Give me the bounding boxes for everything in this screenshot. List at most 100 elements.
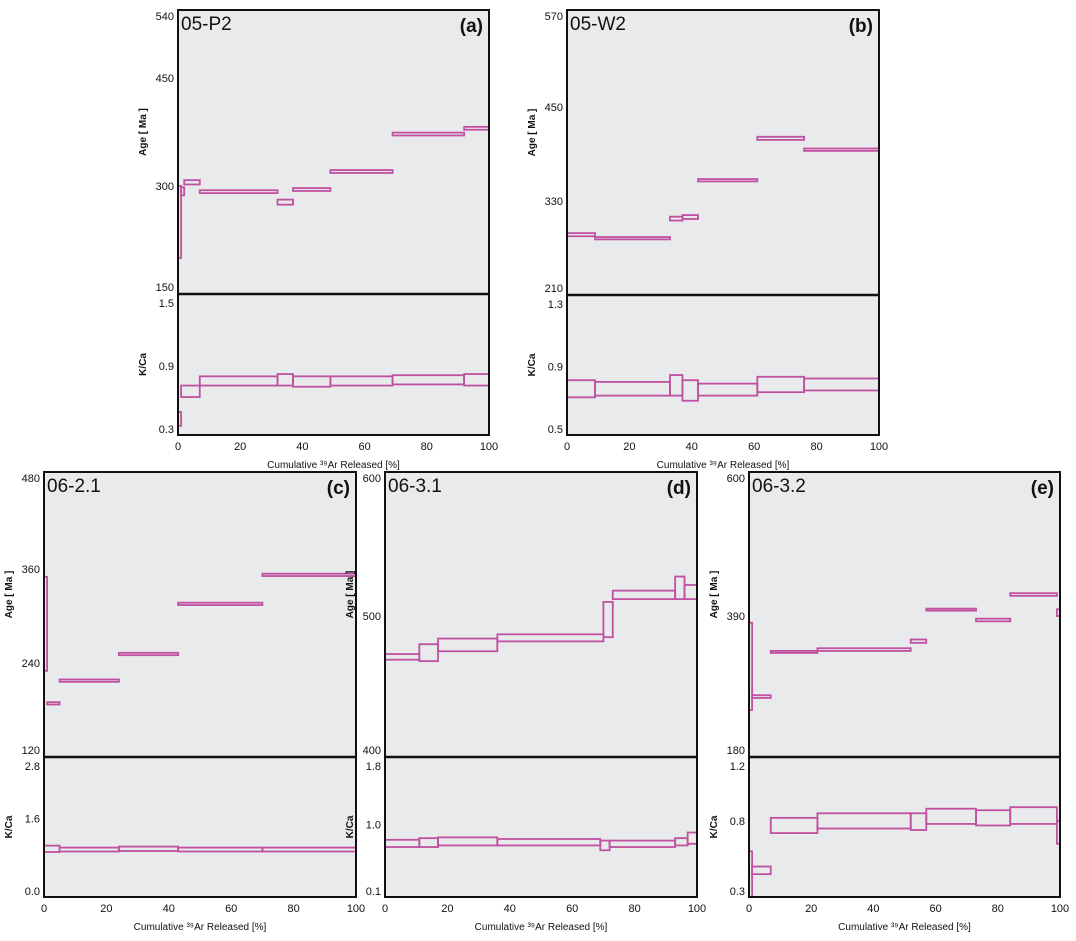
- x-tick-label: 20: [100, 903, 112, 915]
- plot-area: [178, 10, 489, 435]
- kca-tick-label: 0.9: [548, 362, 563, 374]
- age-tick-label: 210: [545, 283, 563, 295]
- panel-a: 540 450 300 150 1.5 0.9 0.30 20 40 60 80 100 Age [ M…: [138, 9, 498, 471]
- age-spectrum-step: [46, 701, 61, 706]
- age-spectrum-step: [769, 650, 819, 654]
- panel-letter: (c): [327, 478, 350, 499]
- age-spectrum-step: [756, 135, 806, 141]
- age-tick-label: 240: [22, 658, 40, 670]
- x-axis-label: Cumulative ³⁹Ar Released [%]: [657, 460, 790, 471]
- x-tick-label: 80: [628, 903, 640, 915]
- panel-d: 600 500 400 1.8 1.0 0.10 20 40 60 80 100 Age [ Ma ]…: [345, 471, 706, 933]
- age-spectrum-step: [329, 169, 394, 174]
- age-spectrum-step: [909, 638, 928, 644]
- x-tick-label: 20: [623, 441, 635, 453]
- plot-frame: [43, 471, 357, 898]
- x-tick-label: 80: [421, 441, 433, 453]
- panel-e: 600 390 180 1.2 0.8 0.30 20 40 60 80 100 Age [ Ma ]…: [709, 471, 1069, 933]
- age-spectrum-step: [697, 178, 759, 183]
- kca-tick-label: 1.3: [548, 299, 563, 311]
- kca-axis-label: K/Ca: [345, 815, 356, 838]
- age-spectrum-step: [177, 601, 264, 606]
- age-tick-label: 500: [363, 611, 381, 623]
- kca-tick-label: 1.6: [25, 814, 40, 826]
- x-tick-label: 100: [688, 903, 706, 915]
- x-tick-label: 0: [175, 441, 181, 453]
- age-tick-label: 540: [156, 11, 174, 23]
- age-spectrum-step: [602, 601, 614, 639]
- x-tick-label: 0: [382, 903, 388, 915]
- kca-tick-label: 1.2: [730, 761, 745, 773]
- age-tick-label: 360: [22, 564, 40, 576]
- age-tick-label: 120: [22, 745, 40, 757]
- age-spectrum-step: [180, 186, 186, 197]
- age-spectrum-step: [437, 637, 499, 653]
- kca-tick-label: 0.8: [730, 816, 745, 828]
- x-tick-label: 60: [748, 441, 760, 453]
- age-spectrum-step: [198, 189, 279, 195]
- x-axis-label: Cumulative ³⁹Ar Released [%]: [134, 922, 267, 933]
- kca-tick-label: 0.3: [730, 886, 745, 898]
- kca-tick-label: 0.9: [159, 361, 174, 373]
- x-tick-label: 80: [810, 441, 822, 453]
- kca-axis-label: K/Ca: [4, 815, 15, 838]
- x-tick-label: 40: [867, 903, 879, 915]
- x-tick-label: 100: [347, 903, 365, 915]
- age-tick-label: 450: [156, 73, 174, 85]
- x-tick-label: 100: [870, 441, 888, 453]
- kca-tick-label: 1.5: [159, 298, 174, 310]
- age-spectrum-step: [594, 236, 671, 241]
- plot-area: [385, 472, 697, 897]
- age-spectrum-step: [418, 643, 439, 663]
- kca-spectrum-step: [180, 384, 201, 398]
- age-tick-label: 390: [727, 611, 745, 623]
- x-axis-label: Cumulative ³⁹Ar Released [%]: [838, 922, 971, 933]
- x-tick-label: 80: [992, 903, 1004, 915]
- age-spectrum-step: [58, 678, 120, 683]
- plot-frame: [384, 471, 698, 898]
- age-tick-label: 300: [156, 181, 174, 193]
- x-tick-label: 20: [805, 903, 817, 915]
- age-tick-label: 450: [545, 102, 563, 114]
- panel-letter: (e): [1031, 478, 1054, 499]
- plot-area: [567, 10, 879, 435]
- age-spectrum-step: [391, 131, 466, 137]
- x-tick-label: 20: [441, 903, 453, 915]
- kca-tick-label: 0.1: [366, 886, 381, 898]
- age-tick-label: 600: [727, 473, 745, 485]
- kca-tick-label: 0.0: [25, 886, 40, 898]
- panel-letter: (b): [849, 16, 873, 37]
- x-tick-label: 40: [504, 903, 516, 915]
- panel-letter: (a): [460, 16, 483, 37]
- x-tick-label: 40: [686, 441, 698, 453]
- kca-spectrum-step: [751, 865, 772, 876]
- sample-name: 06-3.1: [388, 476, 442, 497]
- sample-name: 05-W2: [570, 14, 626, 35]
- kca-tick-label: 0.5: [548, 424, 563, 436]
- x-axis-label: Cumulative ³⁹Ar Released [%]: [475, 922, 608, 933]
- plot-frame: [177, 9, 490, 436]
- age-tick-label: 600: [363, 473, 381, 485]
- kca-axis-label: K/Ca: [138, 353, 149, 376]
- age-tick-label: 150: [156, 282, 174, 294]
- x-tick-label: 60: [929, 903, 941, 915]
- age-tick-label: 180: [727, 745, 745, 757]
- panel-b: 570 450 330 210 1.3 0.9 0.50 20 40 60 80 100 Age [ M…: [527, 9, 888, 471]
- kca-axis-label: K/Ca: [709, 815, 720, 838]
- age-axis-label: Age [ Ma ]: [709, 571, 720, 619]
- x-tick-label: 80: [287, 903, 299, 915]
- age-axis-label: Age [ Ma ]: [345, 571, 356, 619]
- age-tick-label: 480: [22, 473, 40, 485]
- kca-tick-label: 0.3: [159, 424, 174, 436]
- plot-frame: [748, 471, 1061, 898]
- age-spectrum: [43, 572, 357, 706]
- age-axis-label: Age [ Ma ]: [527, 109, 538, 157]
- x-tick-label: 60: [225, 903, 237, 915]
- x-tick-label: 0: [564, 441, 570, 453]
- x-tick-label: 40: [163, 903, 175, 915]
- age-spectrum-step: [276, 198, 294, 206]
- kca-axis-label: K/Ca: [527, 353, 538, 376]
- age-spectrum-step: [925, 607, 977, 612]
- plot-area: [44, 472, 356, 897]
